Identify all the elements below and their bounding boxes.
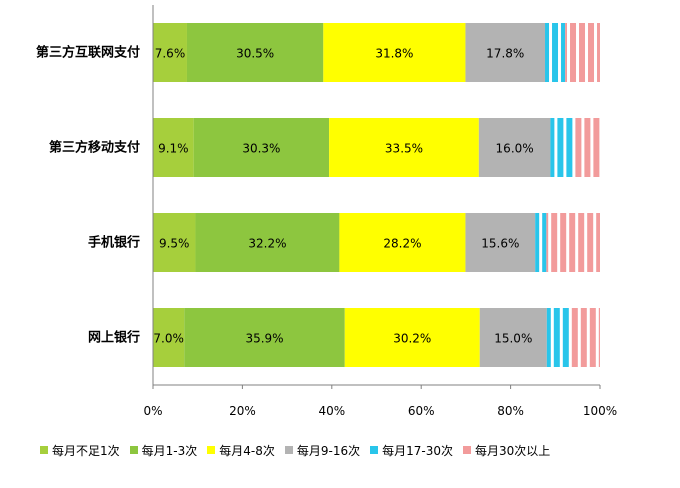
legend-label: 每月4-8次	[219, 443, 275, 458]
legend-item: 每月1-3次	[129, 442, 198, 459]
bars-layer	[153, 23, 600, 367]
bar-segment	[186, 23, 324, 82]
bar-segment	[572, 118, 600, 177]
legend-item: 每月30次以上	[462, 442, 551, 459]
stripe-mark	[559, 308, 563, 367]
stripe-mark	[585, 23, 589, 82]
legend-label: 每月1-3次	[141, 443, 198, 458]
chart-legend: 每月不足1次 每月1-3次 每月4-8次 每月9-16次 每月17-30次 每月30次以上	[40, 440, 660, 460]
value-label: 30.5%	[236, 47, 274, 61]
bar-segment	[571, 308, 600, 367]
stripe-mark	[539, 213, 543, 272]
value-label: 30.2%	[393, 332, 431, 346]
legend-label: 每月17-30次	[382, 443, 453, 458]
bar-segment	[545, 23, 566, 82]
stripe-mark	[558, 23, 562, 82]
value-label: 32.2%	[248, 237, 286, 251]
bar-segment	[153, 118, 194, 177]
stripe-mark	[550, 308, 554, 367]
bar-segment	[153, 23, 187, 82]
stripe-mark	[568, 308, 572, 367]
x-tick-label: 80%	[497, 404, 524, 418]
bar-segment	[153, 308, 185, 367]
bar-segment	[465, 213, 536, 272]
legend-swatch	[207, 446, 216, 454]
legend-label: 每月30次以上	[474, 443, 551, 458]
bar-segment	[323, 23, 466, 82]
stripe-mark	[586, 308, 590, 367]
stripe-mark	[567, 23, 571, 82]
bar-segment	[153, 213, 196, 272]
legend-swatch	[129, 446, 138, 454]
legend-swatch	[462, 446, 471, 454]
value-label: 15.0%	[494, 332, 532, 346]
stripe-mark	[557, 213, 561, 272]
value-label: 28.2%	[383, 237, 421, 251]
stripe-mark	[594, 23, 598, 82]
bar-segment	[479, 308, 547, 367]
value-label: 9.1%	[158, 142, 189, 156]
stripe-mark	[577, 308, 581, 367]
stripe-mark	[554, 118, 558, 177]
stripe-mark	[548, 213, 552, 272]
bar-segment	[550, 118, 573, 177]
legend-item: 每月9-16次	[284, 442, 361, 459]
legend-swatch	[284, 446, 293, 454]
stripe-mark	[599, 118, 603, 177]
legend-item: 每月4-8次	[207, 442, 275, 459]
value-label: 7.0%	[153, 332, 184, 346]
x-tick-label: 100%	[583, 404, 617, 418]
bar-segment	[184, 308, 345, 367]
bar-segment	[193, 118, 330, 177]
bar-segment	[195, 213, 340, 272]
legend-swatch	[370, 446, 379, 454]
bar-segment	[546, 308, 572, 367]
stripe-mark	[584, 213, 588, 272]
legend-item: 每月不足1次	[40, 442, 120, 459]
value-label: 9.5%	[159, 237, 190, 251]
value-label: 35.9%	[245, 332, 283, 346]
bar-end-overlay	[539, 23, 603, 367]
bar-segment	[465, 23, 546, 82]
legend-item: 每月17-30次	[370, 442, 453, 459]
legend-swatch	[40, 446, 48, 454]
x-tick-label: 60%	[408, 404, 435, 418]
value-label: 33.5%	[385, 142, 423, 156]
legend-label: 每月不足1次	[52, 443, 120, 458]
stripe-mark	[595, 308, 599, 367]
bar-segment	[329, 118, 479, 177]
x-tick-label: 0%	[143, 404, 162, 418]
stripe-mark	[575, 213, 579, 272]
category-label: 第三方移动支付	[49, 140, 140, 156]
stripe-mark	[566, 213, 570, 272]
value-label: 7.6%	[155, 47, 186, 61]
stripe-mark	[581, 118, 585, 177]
value-label: 15.6%	[481, 237, 519, 251]
stripe-mark	[563, 118, 567, 177]
stripe-mark	[549, 23, 553, 82]
value-label: 16.0%	[496, 142, 534, 156]
value-label: 17.8%	[486, 47, 524, 61]
stripe-mark	[576, 23, 580, 82]
value-label: 31.8%	[375, 47, 413, 61]
value-label: 30.3%	[242, 142, 280, 156]
x-tick-label: 40%	[318, 404, 345, 418]
bar-segment	[339, 213, 466, 272]
x-tick-label: 20%	[229, 404, 256, 418]
bar-segment	[546, 213, 600, 272]
value-labels-layer: 7.6% 30.5% 31.8% 17.8% 9.1% 30.3% 33.5% 16.0% 9.…	[153, 47, 533, 346]
category-label: 网上银行	[88, 330, 140, 346]
category-label: 第三方互联网支付	[36, 45, 140, 61]
category-label: 手机银行	[88, 235, 140, 251]
bar-segment	[478, 118, 551, 177]
stripe-mark	[572, 118, 576, 177]
legend-label: 每月9-16次	[296, 443, 361, 458]
bar-segment	[344, 308, 480, 367]
stripe-mark	[590, 118, 594, 177]
stripe-mark	[593, 213, 597, 272]
